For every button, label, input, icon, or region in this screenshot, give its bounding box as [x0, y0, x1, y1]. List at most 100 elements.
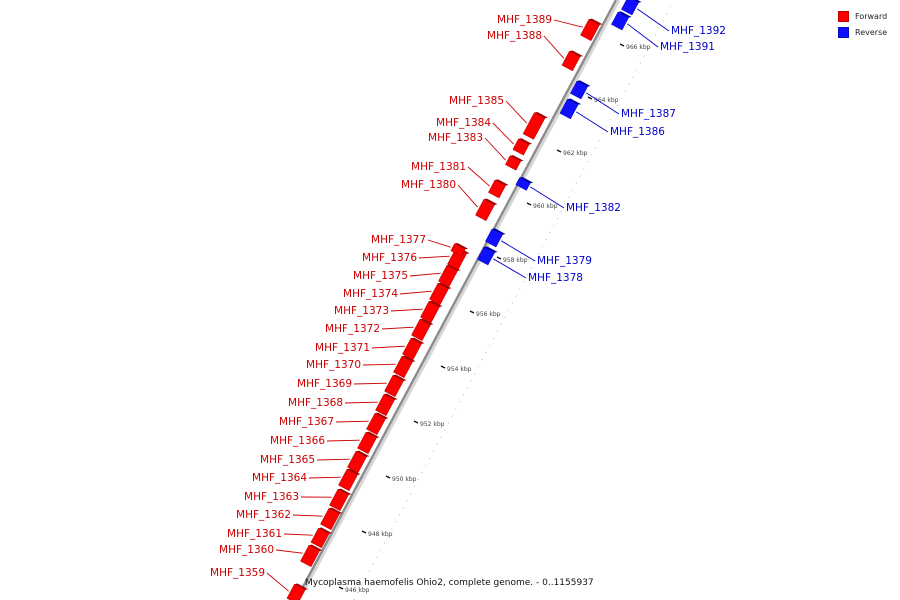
- gene-label: MHF_1365: [260, 454, 315, 466]
- gene-feature-mhf-1359[interactable]: [286, 583, 309, 600]
- gene-feature-mhf-1377[interactable]: [450, 243, 469, 257]
- gene-label: MHF_1377: [371, 234, 426, 246]
- gene-features: [286, 0, 642, 600]
- gene-feature-side: [308, 544, 323, 551]
- gene-feature-box: [505, 155, 521, 171]
- gene-label: MHF_1363: [244, 491, 299, 503]
- tick-label: 954 kbp: [447, 366, 472, 373]
- gene-feature-mhf-1373[interactable]: [420, 300, 443, 324]
- tick-mark: [556, 149, 562, 153]
- tick-mark: [361, 530, 367, 534]
- gene-feature-mhf-1382[interactable]: [515, 177, 534, 191]
- tick-label: 948 kbp: [368, 531, 393, 538]
- gene-feature-mhf-1385[interactable]: [522, 111, 548, 140]
- gene-feature-mhf-1391[interactable]: [611, 11, 632, 31]
- gene-feature-mhf-1374[interactable]: [429, 282, 452, 306]
- gene-feature-side: [567, 98, 582, 105]
- gene-feature-box: [488, 179, 506, 199]
- gene-feature-mhf-1371[interactable]: [402, 337, 425, 361]
- gene-feature-mhf-1378[interactable]: [477, 246, 498, 266]
- gene-feature-box: [515, 177, 531, 191]
- gene-leader-line: [275, 549, 303, 554]
- gene-label: MHF_1371: [315, 342, 370, 354]
- legend-swatch-forward: [838, 11, 849, 22]
- gene-feature-mhf-1388[interactable]: [561, 50, 584, 72]
- tick-track: [353, 0, 675, 600]
- gene-leader-line: [586, 92, 620, 115]
- gene-feature-box: [393, 355, 413, 379]
- gene-feature-box: [475, 198, 495, 222]
- gene-leader-line: [326, 439, 360, 442]
- gene-feature-mhf-1360[interactable]: [300, 544, 323, 568]
- gene-feature-mhf-1363[interactable]: [329, 488, 352, 512]
- gene-feature-mhf-1384[interactable]: [512, 138, 533, 156]
- gene-feature-side: [569, 50, 584, 57]
- gene-label: MHF_1366: [270, 435, 325, 447]
- gene-feature-box: [286, 583, 306, 600]
- tick-mark: [338, 586, 344, 590]
- gene-feature-box: [375, 393, 395, 417]
- axis-shadow: [297, 0, 621, 600]
- gene-label: MHF_1385: [449, 95, 504, 107]
- gene-feature-side: [534, 111, 548, 119]
- gene-label: MHF_1374: [343, 288, 398, 300]
- gene-label: MHF_1367: [279, 416, 334, 428]
- gene-feature-mhf-1361[interactable]: [310, 527, 333, 549]
- gene-label: MHF_1384: [436, 117, 491, 129]
- gene-feature-mhf-1368[interactable]: [375, 393, 398, 417]
- gene-feature-side: [392, 374, 407, 381]
- gene-feature-mhf-1367[interactable]: [366, 412, 389, 436]
- gene-feature-box: [559, 98, 579, 120]
- gene-labels: MHF_1359 MHF_1360 MHF_1361 MHF_1362 MHF_1363…: [210, 8, 726, 592]
- gene-feature-box: [611, 11, 629, 31]
- gene-label: MHF_1387: [621, 108, 676, 120]
- tick-label: 962 kbp: [563, 150, 588, 157]
- gene-label: MHF_1383: [428, 132, 483, 144]
- gene-feature-mhf-1369[interactable]: [384, 374, 407, 398]
- gene-feature-mhf-1362[interactable]: [320, 507, 343, 531]
- gene-label: MHF_1388: [487, 30, 542, 42]
- gene-feature-mhf-1383[interactable]: [505, 155, 524, 171]
- gene-label: MHF_1364: [252, 472, 307, 484]
- genome-axis: [294, 0, 621, 600]
- gene-feature-mhf-1381[interactable]: [488, 179, 509, 199]
- gene-leader-line: [627, 23, 659, 48]
- gene-feature-side: [518, 138, 533, 145]
- tick-mark: [469, 310, 475, 314]
- gene-feature-box: [561, 50, 581, 72]
- gene-label: MHF_1381: [411, 161, 466, 173]
- gene-feature-mhf-1392[interactable]: [621, 0, 642, 16]
- gene-feature-mhf-1365[interactable]: [347, 450, 370, 474]
- gene-feature-side: [374, 412, 389, 419]
- gene-label: MHF_1380: [401, 179, 456, 191]
- gene-feature-mhf-1389[interactable]: [580, 18, 603, 42]
- gene-feature-mhf-1366[interactable]: [357, 431, 380, 455]
- gene-feature-side: [484, 246, 498, 253]
- gene-feature-mhf-1372[interactable]: [411, 318, 434, 342]
- gene-leader-line: [484, 137, 507, 161]
- gene-leader-line: [316, 458, 350, 461]
- gene-leader-line: [353, 382, 387, 385]
- gene-feature-box: [402, 337, 422, 361]
- gene-feature-side: [519, 177, 534, 184]
- gene-feature-side: [346, 468, 361, 475]
- legend: Forward Reverse: [838, 9, 887, 41]
- gene-feature-mhf-1379[interactable]: [485, 228, 506, 248]
- gene-feature-side: [510, 155, 524, 162]
- gene-feature-side: [355, 450, 370, 457]
- tick-mark: [526, 202, 532, 206]
- gene-feature-mhf-1386[interactable]: [559, 98, 582, 120]
- gene-leader-line: [308, 476, 341, 479]
- gene-leader-line: [427, 239, 451, 248]
- gene-feature-mhf-1387[interactable]: [570, 80, 591, 100]
- gene-label: MHF_1360: [219, 544, 274, 556]
- gene-leader-line: [637, 8, 670, 32]
- tick-label: 946 kbp: [345, 587, 370, 594]
- gene-feature-box: [580, 18, 600, 42]
- gene-feature-mhf-1370[interactable]: [393, 355, 416, 379]
- legend-item-forward: Forward: [838, 9, 887, 24]
- gene-feature-mhf-1364[interactable]: [338, 468, 361, 492]
- gene-label: MHF_1389: [497, 14, 552, 26]
- gene-feature-mhf-1380[interactable]: [475, 198, 498, 222]
